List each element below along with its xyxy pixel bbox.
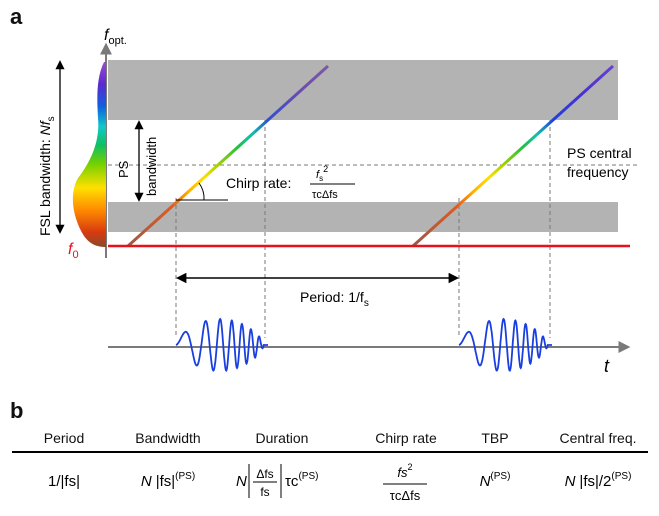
table-header-rule — [12, 451, 648, 453]
chirp-ramp-1 — [126, 64, 330, 248]
upper-gray-band — [108, 60, 618, 120]
header-duration: Duration — [255, 430, 309, 446]
chirp-rate-numerator: fs2 — [316, 164, 328, 183]
chirped-pulse-2 — [458, 317, 552, 372]
chirp-angle-arc — [198, 182, 205, 201]
fsl-bandwidth-label: FSL bandwidth: Nfs — [37, 116, 57, 236]
svg-text:Δfs: Δfs — [256, 467, 273, 481]
header-tbp: TBP — [481, 430, 509, 446]
f0-label: f0 — [68, 241, 79, 261]
period-label: Period: 1/fs — [300, 289, 369, 309]
value-chirp-rate: fs2 τcΔfs — [383, 462, 427, 503]
chirp-ramp-2 — [411, 64, 615, 248]
f-axis-label: fopt. — [104, 27, 127, 47]
dashed-guides — [108, 120, 640, 338]
t-axis-label: t — [604, 356, 610, 376]
svg-text:τcΔfs: τcΔfs — [390, 488, 421, 503]
panel-b-label: b — [10, 398, 24, 423]
value-duration: N Δfs fs τc(PS) — [236, 464, 318, 499]
header-period: Period — [43, 430, 85, 446]
ps-bandwidth-label-line1: PS — [116, 160, 131, 178]
svg-text:fs2: fs2 — [397, 462, 412, 480]
header-central-frequency: Central freq. — [559, 430, 637, 446]
svg-text:τc(PS): τc(PS) — [285, 471, 318, 490]
ps-bandwidth-label-line2: bandwidth — [144, 137, 159, 196]
header-chirp-rate: Chirp rate — [375, 430, 437, 446]
chirp-rate-denominator: τcΔfs — [312, 189, 338, 201]
value-period: 1/|fs| — [48, 473, 80, 490]
svg-text:N: N — [236, 473, 247, 490]
value-bandwidth: N |fs|(PS) — [141, 471, 195, 490]
chirped-pulse-1 — [175, 317, 268, 372]
ps-central-frequency-line2: frequency — [567, 164, 628, 180]
value-tbp: N(PS) — [480, 471, 511, 490]
panel-a-label: a — [10, 4, 23, 29]
fsl-spectrum-lobe — [72, 62, 106, 247]
value-central-frequency: N |fs|/2(PS) — [565, 471, 632, 490]
chirp-rate-label: Chirp rate: — [226, 175, 291, 191]
lower-gray-band — [108, 202, 618, 232]
header-bandwidth: Bandwidth — [135, 430, 201, 446]
svg-text:fs: fs — [260, 485, 269, 499]
ps-central-frequency-line1: PS central — [567, 145, 632, 161]
